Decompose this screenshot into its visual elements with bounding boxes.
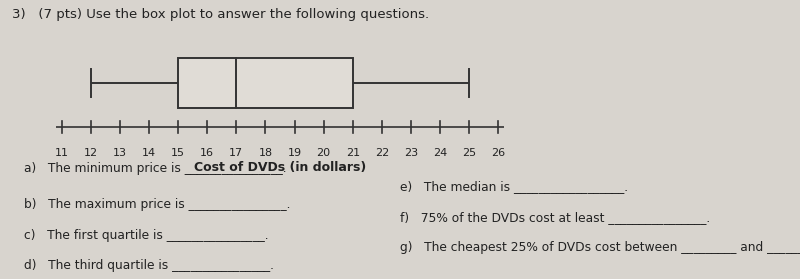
Text: d)   The third quartile is ________________.: d) The third quartile is _______________…: [24, 259, 274, 273]
Text: a)   The minimum price is ________________.: a) The minimum price is ________________…: [24, 162, 286, 175]
Text: 3)   (7 pts) Use the box plot to answer the following questions.: 3) (7 pts) Use the box plot to answer th…: [12, 8, 429, 21]
Text: g)   The cheapest 25% of DVDs cost between _________ and _______.: g) The cheapest 25% of DVDs cost between…: [400, 241, 800, 254]
Bar: [178, 58, 353, 108]
Text: f)   75% of the DVDs cost at least ________________.: f) 75% of the DVDs cost at least _______…: [400, 211, 710, 224]
Text: b)   The maximum price is ________________.: b) The maximum price is ________________…: [24, 198, 290, 211]
X-axis label: Cost of DVDs (in dollars): Cost of DVDs (in dollars): [194, 161, 366, 174]
Text: e)   The median is __________________.: e) The median is __________________.: [400, 180, 628, 193]
Text: c)   The first quartile is ________________.: c) The first quartile is _______________…: [24, 229, 269, 242]
